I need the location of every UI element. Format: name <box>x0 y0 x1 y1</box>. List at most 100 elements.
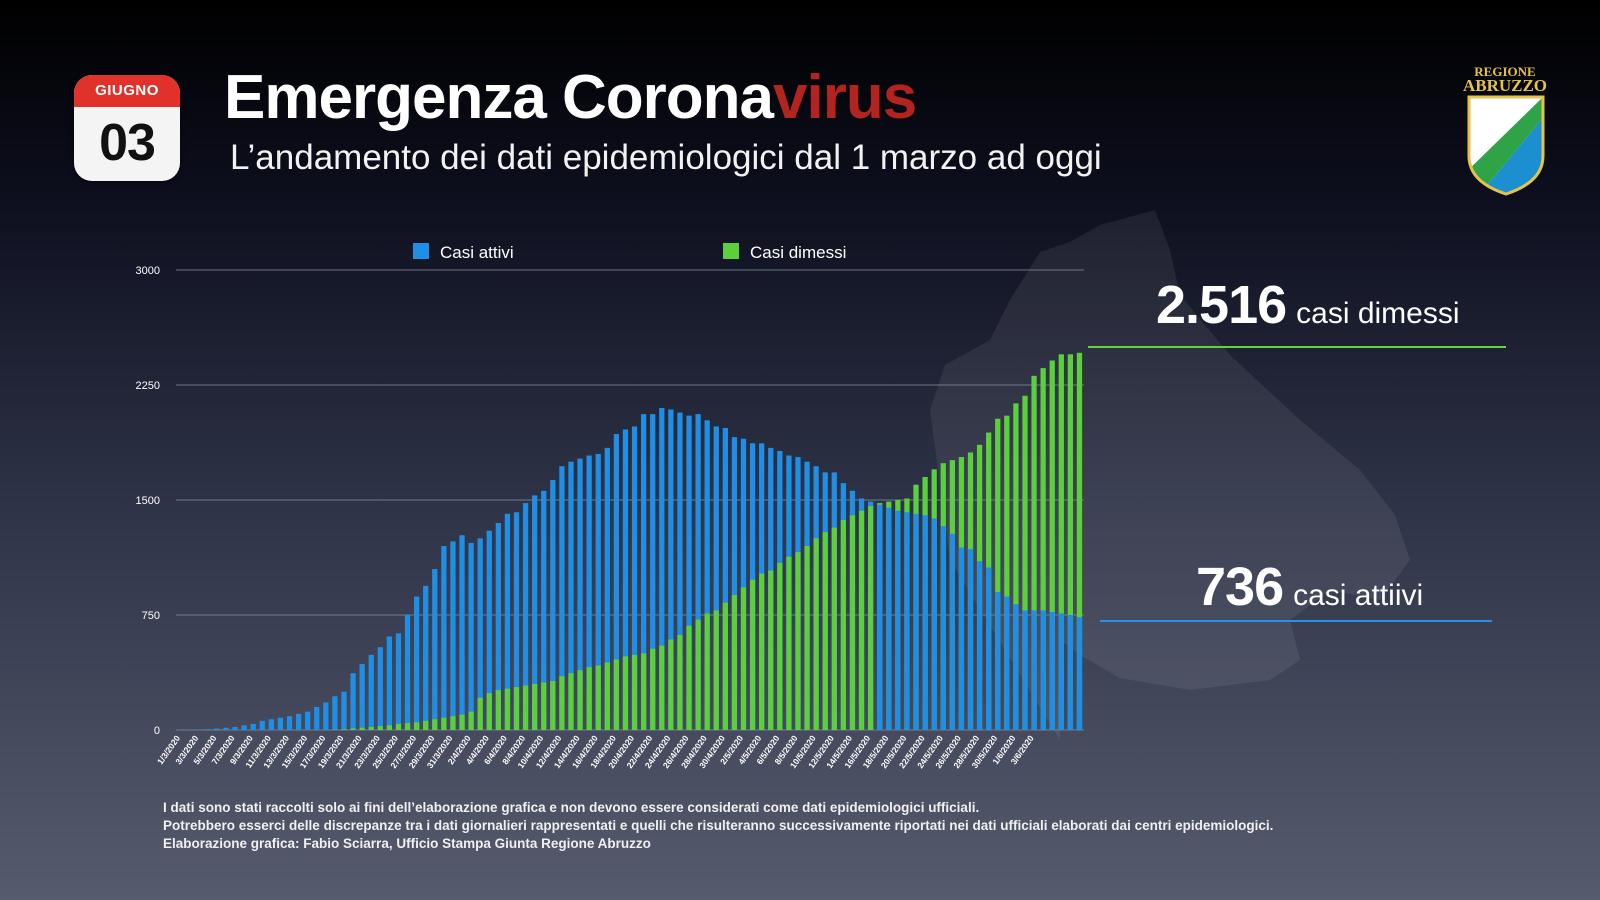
bar-casi-attivi <box>522 503 529 730</box>
bar-casi-attivi <box>1040 610 1046 730</box>
bar-casi-dimessi <box>1022 395 1028 730</box>
calendar-date-badge: GIUGNO 03 <box>74 75 180 181</box>
bar-casi-dimessi <box>532 684 538 730</box>
calendar-month: GIUGNO <box>74 75 180 107</box>
bar-casi-attivi <box>1022 610 1028 730</box>
y-tick-label: 1500 <box>136 495 160 507</box>
bar-casi-dimessi <box>559 676 565 730</box>
page-title: Emergenza Coronavirus <box>224 62 917 133</box>
bar-casi-dimessi <box>695 619 701 730</box>
bar-casi-attivi <box>986 567 992 730</box>
bar-casi-attivi <box>550 480 556 730</box>
attivi-marker-line <box>1100 620 1492 622</box>
y-tick-label: 3000 <box>136 265 160 277</box>
bar-casi-attivi <box>722 427 728 730</box>
bar-casi-attivi <box>922 515 928 730</box>
bar-casi-attivi <box>650 414 656 730</box>
bar-casi-attivi <box>214 728 220 730</box>
bar-casi-attivi <box>976 561 983 730</box>
bar-casi-attivi <box>268 719 274 730</box>
bar-casi-dimessi <box>668 639 674 730</box>
bar-casi-attivi <box>731 437 738 730</box>
bar-casi-dimessi <box>858 510 865 730</box>
bar-casi-attivi <box>477 538 483 730</box>
bar-casi-dimessi <box>831 527 837 730</box>
bar-casi-attivi <box>704 420 710 730</box>
bar-casi-dimessi <box>1040 368 1046 730</box>
bar-casi-dimessi <box>395 723 402 730</box>
bar-casi-attivi <box>995 592 1001 730</box>
dimessi-value: 2.516 <box>1156 275 1287 335</box>
summary-attivi: 736 casi attiivi <box>1196 556 1423 618</box>
bar-casi-dimessi <box>568 673 574 730</box>
y-tick-label: 0 <box>154 725 160 737</box>
title-main: Emergenza Corona <box>224 63 774 132</box>
bar-casi-attivi <box>404 615 411 730</box>
y-tick-label: 750 <box>142 610 160 622</box>
bar-casi-dimessi <box>759 573 765 730</box>
bar-casi-attivi <box>432 569 438 730</box>
bar-casi-attivi <box>332 696 338 730</box>
bar-casi-attivi <box>1049 611 1055 730</box>
y-tick-label: 2250 <box>136 380 160 392</box>
bar-casi-attivi <box>241 725 247 730</box>
bar-casi-attivi <box>1013 604 1019 730</box>
bar-casi-attivi <box>495 523 501 730</box>
bar-casi-attivi <box>341 691 347 730</box>
bar-casi-dimessi <box>804 546 810 730</box>
bar-casi-dimessi <box>704 613 710 730</box>
bar-casi-dimessi <box>640 653 647 730</box>
bar-casi-attivi <box>913 513 919 730</box>
bar-casi-attivi <box>613 434 620 730</box>
bar-casi-dimessi <box>477 697 483 730</box>
bar-casi-attivi <box>423 585 429 730</box>
bar-casi-dimessi <box>1013 403 1019 730</box>
bar-casi-dimessi <box>822 532 828 730</box>
bar-casi-dimessi <box>504 688 511 730</box>
title-accent: virus <box>773 63 917 132</box>
bar-casi-attivi <box>940 526 946 730</box>
bar-casi-attivi <box>1031 610 1037 730</box>
bar-casi-dimessi <box>377 726 383 730</box>
footer-notes: I dati sono stati raccolti solo ai fini … <box>163 799 1273 853</box>
bar-casi-attivi <box>1004 596 1010 730</box>
regione-abruzzo-logo: REGIONE ABRUZZO <box>1460 64 1550 200</box>
bar-casi-dimessi <box>341 729 347 730</box>
bar-casi-attivi <box>368 654 374 730</box>
legend-label-dimessi: Casi dimessi <box>750 243 846 262</box>
bar-casi-dimessi <box>786 556 792 730</box>
coat-of-arms-icon <box>1467 95 1545 196</box>
bar-casi-attivi <box>1058 613 1064 730</box>
legend-swatch-attivi <box>413 243 429 259</box>
bar-casi-dimessi <box>450 716 456 730</box>
bar-casi-dimessi <box>359 727 365 730</box>
bar-casi-dimessi <box>1004 415 1010 730</box>
page-subtitle: L’andamento dei dati epidemiologici dal … <box>230 138 1102 177</box>
bar-casi-dimessi <box>522 685 529 730</box>
bar-casi-attivi <box>450 541 456 730</box>
dimessi-marker-line <box>1088 346 1506 348</box>
bar-casi-attivi <box>740 438 747 730</box>
bar-casi-dimessi <box>513 687 520 730</box>
bar-casi-attivi <box>659 408 665 730</box>
bar-casi-attivi <box>395 633 402 730</box>
bar-casi-attivi <box>604 447 610 730</box>
bar-casi-dimessi <box>468 711 474 730</box>
bar-casi-attivi <box>1076 617 1083 730</box>
bar-casi-dimessi <box>768 570 774 730</box>
summary-dimessi: 2.516 casi dimessi <box>1156 274 1460 336</box>
bar-casi-dimessi <box>867 506 874 730</box>
bar-casi-attivi <box>967 549 974 730</box>
bar-casi-attivi <box>886 507 892 730</box>
bar-casi-attivi <box>504 513 511 730</box>
bar-casi-dimessi <box>722 602 728 730</box>
bar-casi-dimessi <box>713 610 719 730</box>
attivi-label: casi attiivi <box>1293 579 1424 612</box>
bar-casi-attivi <box>877 504 883 730</box>
bar-casi-attivi <box>541 490 547 730</box>
bar-casi-dimessi <box>350 728 356 730</box>
logo-line2: ABRUZZO <box>1462 76 1548 95</box>
bar-casi-dimessi <box>413 722 420 730</box>
bar-casi-attivi <box>895 510 901 730</box>
